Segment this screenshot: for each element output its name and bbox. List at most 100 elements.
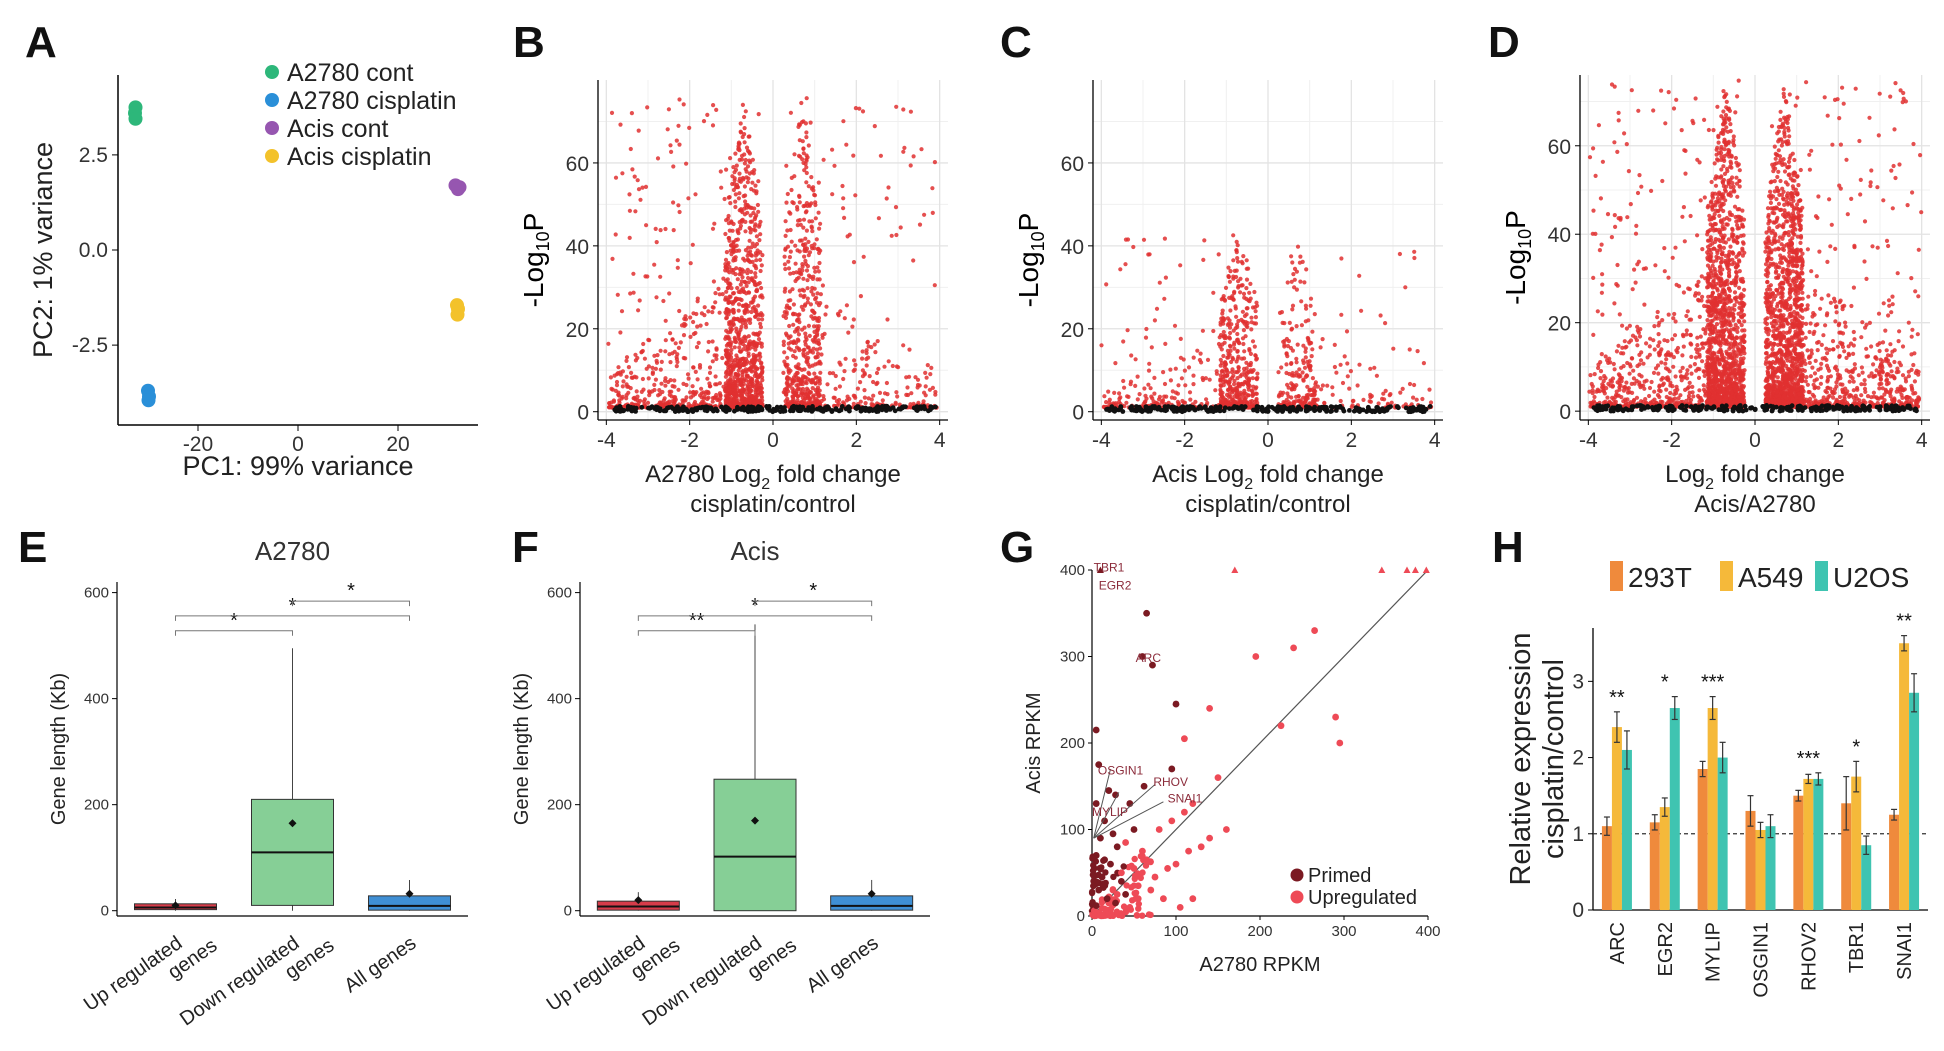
panel-b-significant-point [813, 269, 818, 274]
panel-b-significant-point [902, 145, 907, 150]
panel-b-significant-point [800, 327, 805, 332]
panel-c-significant-point [1295, 342, 1300, 347]
panel-b-significant-point [746, 351, 751, 356]
panel-b-significant-point [745, 374, 751, 379]
panel-d-significant-point [1724, 99, 1729, 104]
panel-c-significant-point [1285, 354, 1290, 359]
panel-b-significant-point [858, 380, 863, 385]
panel-b-significant-point [837, 360, 842, 365]
panel-a-y-tick-label: -2.5 [72, 334, 108, 357]
panel-b-significant-point [805, 394, 811, 399]
panel-b-significant-point [750, 278, 755, 283]
panel-b-significant-point [791, 353, 796, 359]
legend-acis-cisplatin: Acis cisplatin [287, 143, 432, 171]
panel-c-significant-point [1412, 255, 1417, 261]
panel-c-nonsignificant-point [1152, 405, 1158, 411]
panel-b-nonsignificant-point [901, 404, 906, 409]
panel-d-significant-point [1733, 155, 1738, 161]
panel-c-significant-point [1235, 348, 1240, 354]
panel-b-significant-point [646, 376, 651, 381]
panel-b-significant-point [793, 372, 798, 377]
panel-b-significant-point [732, 176, 737, 181]
panel-c-significant-point [1200, 375, 1205, 381]
panel-b-significant-point [655, 353, 660, 358]
panel-b-significant-point [739, 324, 744, 329]
panel-d-significant-point [1619, 375, 1625, 381]
panel-c-significant-point [1223, 285, 1229, 290]
panel-b-significant-point [843, 356, 848, 361]
panel-d-significant-point [1600, 282, 1605, 287]
panel-c-significant-point [1207, 377, 1212, 382]
panel-c-significant-point [1248, 281, 1253, 286]
panel-b-nonsignificant-point [655, 406, 661, 411]
panel-b-significant-point [746, 275, 751, 281]
panel-b-significant-point [665, 127, 670, 132]
panel-b-significant-point [807, 333, 812, 338]
panel-c-significant-point [1250, 305, 1256, 310]
panel-b-significant-point [801, 374, 806, 379]
panel-b-significant-point [663, 318, 668, 323]
panel-c-significant-point [1306, 364, 1311, 369]
panel-b-significant-point [929, 365, 934, 370]
panel-c-significant-point [1304, 267, 1309, 272]
panel-b-significant-point [734, 248, 739, 253]
panel-b-significant-point [733, 380, 738, 385]
panel-c-significant-point [1420, 396, 1425, 402]
panel-b-significant-point [636, 128, 641, 133]
panel-b-significant-point [739, 357, 744, 362]
panel-c-significant-point [1242, 366, 1247, 371]
panel-c-significant-point [1279, 392, 1284, 398]
panel-b-significant-point [728, 201, 733, 206]
panel-c-significant-point [1313, 380, 1318, 385]
panel-b-significant-point [754, 288, 760, 294]
panel-b-significant-point [802, 390, 808, 395]
panel-b-significant-point [629, 370, 634, 375]
panel-b-significant-point [733, 385, 738, 390]
panel-c-significant-point [1282, 338, 1287, 344]
panel-b-significant-point [663, 226, 668, 232]
panel-b-significant-point [820, 335, 825, 340]
panel-c-y-tick-label: 60 [1061, 153, 1084, 176]
panel-c-significant-point [1235, 324, 1240, 330]
panel-b-significant-point [806, 239, 811, 244]
panel-d-significant-point [1630, 356, 1635, 361]
panel-c-significant-point [1289, 254, 1294, 259]
panel-d-significant-point [1625, 397, 1630, 402]
panel-a-y-label: PC2: 1% variance [28, 142, 58, 358]
panel-c-significant-point [1301, 395, 1306, 400]
panel-c-significant-point [1247, 290, 1252, 295]
panel-b-significant-point [786, 399, 791, 404]
panel-c-significant-point [1289, 361, 1294, 366]
panel-label-a: A [25, 18, 57, 67]
panel-c-significant-point [1230, 355, 1235, 360]
panel-b-significant-point [907, 374, 912, 379]
panel-b-nonsignificant-point [648, 405, 653, 411]
panel-b-significant-point [735, 375, 740, 380]
panel-c-significant-point [1241, 254, 1246, 259]
panel-b-significant-point [804, 135, 809, 140]
panel-c-nonsignificant-point [1215, 405, 1221, 411]
panel-b-significant-point [662, 396, 667, 401]
panel-b-significant-point [816, 341, 821, 346]
panel-c-significant-point [1255, 303, 1260, 308]
panel-c-significant-point [1355, 383, 1360, 388]
panel-d-significant-point [1663, 121, 1668, 126]
panel-b-significant-point [624, 358, 629, 363]
panel-b-significant-point [933, 392, 938, 397]
panel-c-significant-point [1144, 396, 1149, 401]
panel-b-significant-point [661, 298, 666, 304]
panel-c-significant-point [1383, 321, 1388, 326]
panel-b-significant-point [861, 254, 866, 259]
panel-b-significant-point [672, 378, 677, 383]
panel-c-significant-point [1244, 380, 1249, 385]
panel-c-significant-point [1236, 285, 1241, 290]
panel-b-significant-point [738, 349, 743, 354]
panel-b-x-tick-label: 4 [934, 429, 946, 452]
panel-b-significant-point [850, 324, 855, 329]
panel-b-significant-point [784, 387, 790, 392]
panel-b-significant-point [681, 102, 686, 107]
panel-b-significant-point [894, 104, 899, 109]
panel-b-significant-point [712, 221, 717, 226]
panel-b-significant-point [739, 218, 744, 223]
panel-b-significant-point [710, 339, 715, 344]
